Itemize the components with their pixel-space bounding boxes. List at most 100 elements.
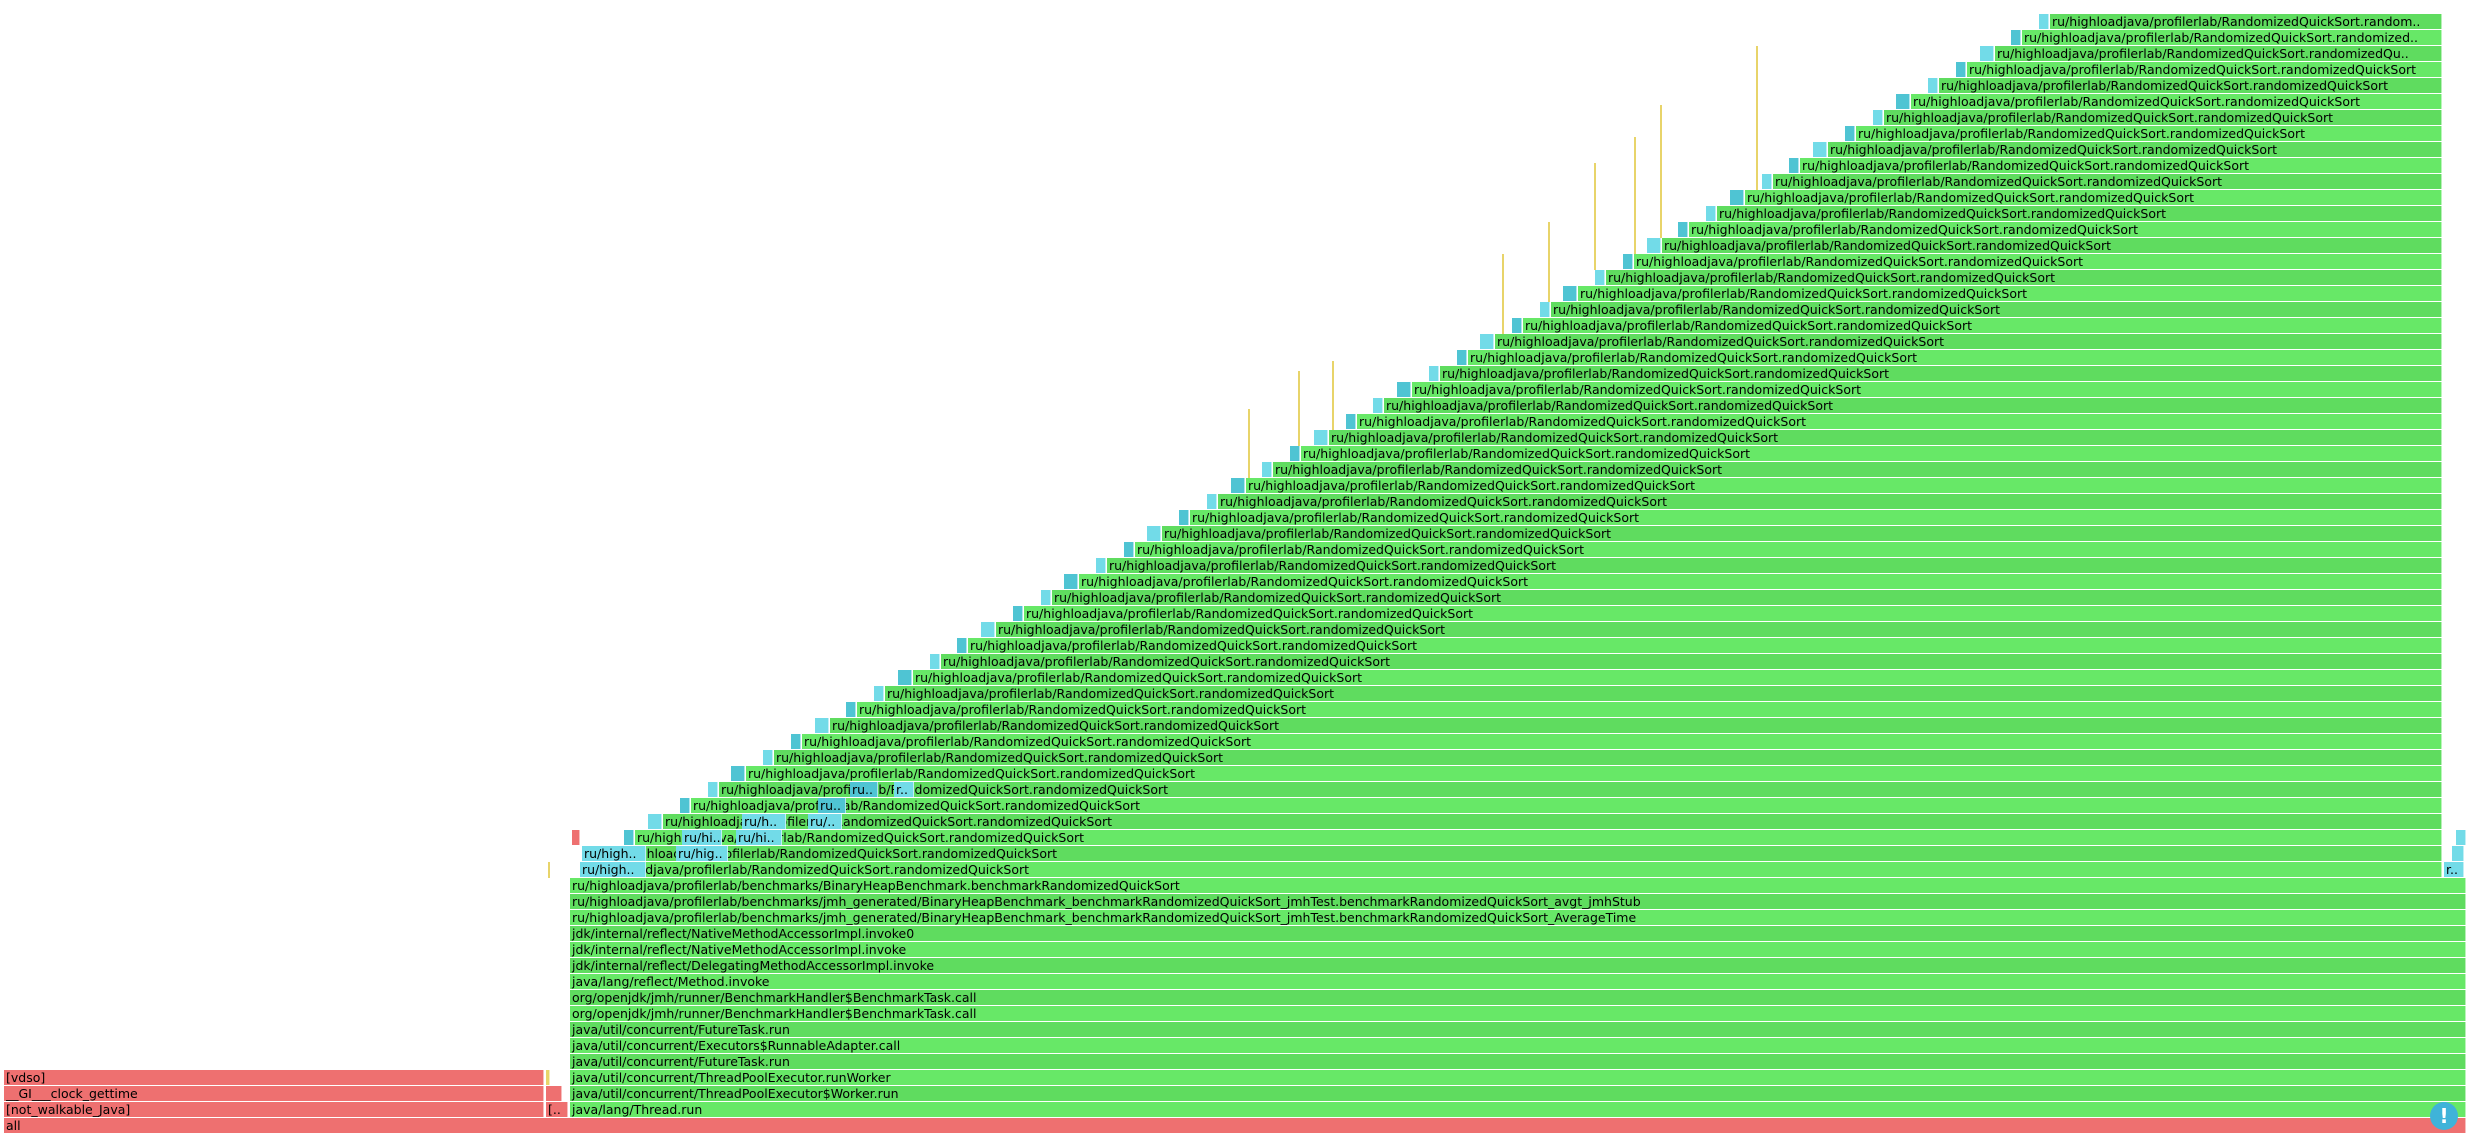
native-frame[interactable]: [not_walkable_Java] [4, 1102, 544, 1117]
exclamation-icon[interactable]: ! [2430, 1102, 2458, 1130]
recursive-frame[interactable]: ru/highloadjava/profilerlab/RandomizedQu… [1468, 350, 2442, 365]
inlined-frame[interactable] [1512, 318, 1522, 333]
recursive-frame[interactable]: ru/highloadjava/profilerlab/RandomizedQu… [1606, 270, 2442, 285]
kernel-frame[interactable] [1298, 371, 1300, 446]
inlined-frame[interactable] [1623, 254, 1633, 269]
inlined-frame[interactable] [957, 638, 967, 653]
recursive-frame[interactable]: ru/highloadjava/profilerlab/RandomizedQu… [830, 718, 2442, 733]
java-frame[interactable]: jdk/internal/reflect/NativeMethodAccesso… [570, 926, 2466, 941]
inlined-frame[interactable]: ru/high.. [582, 846, 646, 861]
inlined-frame[interactable] [1457, 350, 1467, 365]
recursive-frame[interactable]: ru/highloadjava/profilerlab/RandomizedQu… [885, 686, 2442, 701]
inlined-frame[interactable] [1540, 302, 1550, 317]
recursive-frame[interactable]: ru/highloadjava/profilerlab/RandomizedQu… [719, 782, 2442, 797]
recursive-frame[interactable]: ru/highloadjava/profilerlab/RandomizedQu… [2050, 14, 2442, 29]
inlined-frame[interactable] [708, 782, 718, 797]
kernel-frame[interactable] [1248, 408, 1250, 478]
inlined-frame[interactable] [731, 766, 745, 781]
recursive-frame[interactable]: ru/highloadjava/profilerlab/RandomizedQu… [580, 862, 2442, 877]
inlined-frame[interactable]: r.. [894, 782, 914, 797]
inlined-frame[interactable] [1845, 126, 1855, 141]
inlined-frame[interactable] [1789, 158, 1799, 173]
kernel-frame[interactable] [1332, 360, 1334, 430]
recursive-frame[interactable]: ru/highloadjava/profilerlab/RandomizedQu… [2022, 30, 2442, 45]
java-frame[interactable]: org/openjdk/jmh/runner/BenchmarkHandler$… [570, 990, 2466, 1005]
inlined-frame[interactable] [1956, 62, 1966, 77]
inlined-frame[interactable] [1013, 606, 1023, 621]
java-frame[interactable]: org/openjdk/jmh/runner/BenchmarkHandler$… [570, 1006, 2466, 1021]
inlined-frame[interactable] [846, 702, 856, 717]
inlined-frame[interactable] [1730, 190, 1744, 205]
recursive-frame[interactable]: ru/highloadjava/profilerlab/RandomizedQu… [996, 622, 2442, 637]
recursive-frame[interactable]: ru/highloadjava/profilerlab/RandomizedQu… [1052, 590, 2442, 605]
recursive-frame[interactable]: ru/highloadjava/profilerlab/RandomizedQu… [608, 846, 2442, 861]
inlined-frame[interactable] [680, 798, 690, 813]
inlined-frame[interactable] [1595, 270, 1605, 285]
inlined-frame[interactable] [648, 814, 662, 829]
recursive-frame[interactable]: ru/highloadjava/profilerlab/RandomizedQu… [1828, 142, 2442, 157]
inlined-frame[interactable] [1397, 382, 1411, 397]
recursive-frame[interactable]: ru/highloadjava/profilerlab/RandomizedQu… [1190, 510, 2442, 525]
inlined-frame[interactable]: ru.. [818, 798, 846, 813]
kernel-frame[interactable] [546, 1070, 550, 1085]
inlined-frame[interactable] [1980, 46, 1994, 61]
recursive-frame[interactable]: ru/highloadjava/profilerlab/RandomizedQu… [1578, 286, 2442, 301]
inlined-frame[interactable] [1647, 238, 1661, 253]
recursive-frame[interactable]: ru/highloadjava/profilerlab/RandomizedQu… [1301, 446, 2442, 461]
inlined-frame[interactable] [1262, 462, 1272, 477]
inlined-frame[interactable] [763, 750, 773, 765]
java-frame[interactable]: java/lang/Thread.run [570, 1102, 2466, 1117]
recursive-frame[interactable]: ru/highloadjava/profilerlab/RandomizedQu… [635, 830, 2442, 845]
java-frame[interactable]: jdk/internal/reflect/DelegatingMethodAcc… [570, 958, 2466, 973]
recursive-frame[interactable]: ru/highloadjava/profilerlab/RandomizedQu… [1995, 46, 2442, 61]
inlined-frame[interactable] [898, 670, 912, 685]
java-frame[interactable]: java/util/concurrent/ThreadPoolExecutor$… [570, 1086, 2466, 1101]
java-frame[interactable]: java/util/concurrent/FutureTask.run [570, 1022, 2466, 1037]
inlined-frame[interactable] [1231, 478, 1245, 493]
kernel-frame[interactable] [1756, 46, 1758, 190]
recursive-frame[interactable]: ru/highloadjava/profilerlab/RandomizedQu… [1329, 430, 2442, 445]
inlined-frame[interactable] [1290, 446, 1300, 461]
recursive-frame[interactable]: ru/highloadjava/profilerlab/RandomizedQu… [663, 814, 2442, 829]
recursive-frame[interactable]: ru/highloadjava/profilerlab/RandomizedQu… [1273, 462, 2442, 477]
native-frame[interactable] [546, 1086, 562, 1101]
recursive-frame[interactable]: ru/highloadjava/profilerlab/RandomizedQu… [1495, 334, 2442, 349]
java-frame[interactable]: ru/highloadjava/profilerlab/benchmarks/B… [570, 878, 2466, 893]
recursive-frame[interactable]: ru/highloadjava/profilerlab/RandomizedQu… [1689, 222, 2442, 237]
inlined-frame[interactable] [1678, 222, 1688, 237]
recursive-frame[interactable]: ru/highloadjava/profilerlab/RandomizedQu… [1884, 110, 2442, 125]
java-frame[interactable]: java/util/concurrent/Executors$RunnableA… [570, 1038, 2466, 1053]
recursive-frame[interactable]: ru/highloadjava/profilerlab/RandomizedQu… [1662, 238, 2442, 253]
recursive-frame[interactable]: ru/highloadjava/profilerlab/RandomizedQu… [1107, 558, 2442, 573]
inlined-frame[interactable] [1928, 78, 1938, 93]
native-frame[interactable]: [.. [546, 1102, 568, 1117]
java-frame[interactable]: java/util/concurrent/FutureTask.run [570, 1054, 2466, 1069]
inlined-frame[interactable] [1813, 142, 1827, 157]
inlined-frame[interactable]: ru/hi.. [682, 830, 722, 845]
inlined-frame[interactable] [874, 686, 884, 701]
recursive-frame[interactable]: ru/highloadjava/profilerlab/RandomizedQu… [1717, 206, 2442, 221]
recursive-frame[interactable]: ru/highloadjava/profilerlab/RandomizedQu… [1551, 302, 2442, 317]
java-frame[interactable]: java/util/concurrent/ThreadPoolExecutor.… [570, 1070, 2466, 1085]
inlined-frame[interactable]: r.. [2444, 862, 2464, 877]
recursive-frame[interactable]: ru/highloadjava/profilerlab/RandomizedQu… [1079, 574, 2442, 589]
recursive-frame[interactable]: ru/highloadjava/profilerlab/RandomizedQu… [1384, 398, 2442, 413]
java-frame[interactable]: java/lang/reflect/Method.invoke [570, 974, 2466, 989]
inlined-frame[interactable]: ru/hi.. [736, 830, 782, 845]
recursive-frame[interactable]: ru/highloadjava/profilerlab/RandomizedQu… [1135, 542, 2442, 557]
recursive-frame[interactable]: ru/highloadjava/profilerlab/RandomizedQu… [1800, 158, 2442, 173]
inlined-frame[interactable] [1762, 174, 1772, 189]
inlined-frame[interactable] [1480, 334, 1494, 349]
recursive-frame[interactable]: ru/highloadjava/profilerlab/RandomizedQu… [1412, 382, 2442, 397]
inlined-frame[interactable] [1096, 558, 1106, 573]
inlined-frame[interactable] [1041, 590, 1051, 605]
inlined-frame[interactable] [1064, 574, 1078, 589]
inlined-frame[interactable] [624, 830, 634, 845]
native-frame[interactable] [572, 830, 580, 845]
inlined-frame[interactable] [2011, 30, 2021, 45]
recursive-frame[interactable]: ru/highloadjava/profilerlab/RandomizedQu… [1911, 94, 2442, 109]
inlined-frame[interactable] [981, 622, 995, 637]
recursive-frame[interactable]: ru/highloadjava/profilerlab/RandomizedQu… [1218, 494, 2442, 509]
inlined-frame[interactable] [1179, 510, 1189, 525]
inlined-frame[interactable] [791, 734, 801, 749]
